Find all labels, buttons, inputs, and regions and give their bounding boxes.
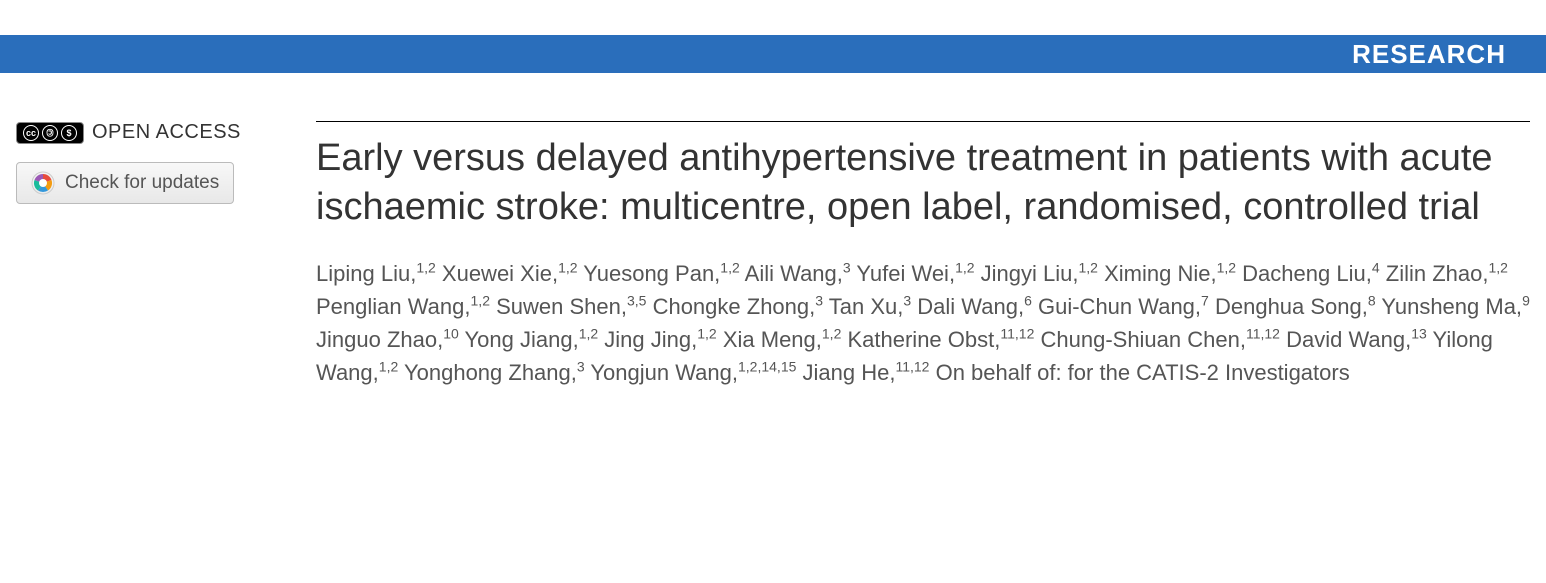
author-affiliation: 1,2 — [558, 260, 577, 276]
cc-icon: cc — [23, 125, 39, 141]
author-affiliation: 1,2 — [822, 326, 841, 342]
crossmark-icon — [31, 171, 55, 195]
authors-list: Liping Liu,1,2 Xuewei Xie,1,2 Yuesong Pa… — [316, 257, 1530, 389]
author-name: Jinguo Zhao, — [316, 327, 443, 352]
author-name: Suwen Shen, — [496, 294, 627, 319]
author-name: Yongjun Wang, — [590, 360, 738, 385]
author-name: Jiang He, — [803, 360, 896, 385]
main-content: Early versus delayed antihypertensive tr… — [306, 121, 1530, 389]
author-name: Gui-Chun Wang, — [1038, 294, 1201, 319]
author-affiliation: 7 — [1201, 293, 1209, 309]
left-sidebar: cc 🄯 $ OPEN ACCESS Check for updates — [16, 121, 306, 389]
author-name: Dali Wang, — [917, 294, 1024, 319]
author-affiliation: 13 — [1411, 326, 1427, 342]
author-affiliation: 9 — [1522, 293, 1530, 309]
check-updates-label: Check for updates — [65, 172, 219, 194]
author-affiliation: 3 — [577, 359, 585, 375]
author-affiliation: 1,2 — [379, 359, 398, 375]
author-name: Chongke Zhong, — [653, 294, 816, 319]
author-affiliation: 8 — [1368, 293, 1376, 309]
author-affiliation: 1,2 — [720, 260, 739, 276]
author-affiliation: 1,2 — [1488, 260, 1507, 276]
author-name: Xia Meng, — [723, 327, 822, 352]
content-wrapper: cc 🄯 $ OPEN ACCESS Check for updates — [0, 121, 1546, 389]
author-affiliation: 1,2 — [697, 326, 716, 342]
author-name: Zilin Zhao, — [1386, 261, 1489, 286]
author-name: Penglian Wang, — [316, 294, 471, 319]
author-affiliation: 1,2,14,15 — [738, 359, 796, 375]
open-access-badge: cc 🄯 $ OPEN ACCESS — [16, 121, 306, 144]
by-icon: 🄯 — [42, 125, 58, 141]
author-affiliation: 1,2 — [1217, 260, 1236, 276]
author-name: Denghua Song, — [1215, 294, 1368, 319]
author-name: Tan Xu, — [829, 294, 904, 319]
author-name: Yuesong Pan, — [583, 261, 720, 286]
author-name: Yufei Wei, — [856, 261, 955, 286]
check-updates-button[interactable]: Check for updates — [16, 162, 234, 204]
author-affiliation: 1,2 — [955, 260, 974, 276]
author-name: Chung-Shiuan Chen, — [1040, 327, 1245, 352]
author-name: Ximing Nie, — [1104, 261, 1216, 286]
author-affiliation: 1,2 — [471, 293, 490, 309]
section-label: RESEARCH — [1352, 39, 1506, 70]
author-affiliation: 1,2 — [416, 260, 435, 276]
author-affiliation: 1,2 — [1079, 260, 1098, 276]
title-divider — [316, 121, 1530, 122]
author-affiliation: 11,12 — [1000, 326, 1034, 342]
author-name: Dacheng Liu, — [1242, 261, 1372, 286]
author-name: Yunsheng Ma, — [1381, 294, 1522, 319]
author-affiliation: 11,12 — [1246, 326, 1280, 342]
author-name: David Wang, — [1286, 327, 1411, 352]
author-name: Aili Wang, — [745, 261, 843, 286]
author-affiliation: 6 — [1024, 293, 1032, 309]
author-affiliation: 3 — [903, 293, 911, 309]
author-name: Yonghong Zhang, — [404, 360, 577, 385]
author-name: Jing Jing, — [604, 327, 697, 352]
author-affiliation: 11,12 — [895, 359, 929, 375]
author-name: Xuewei Xie, — [442, 261, 558, 286]
author-affiliation: 1,2 — [579, 326, 598, 342]
author-affiliation: 3 — [815, 293, 823, 309]
author-affiliation: 4 — [1372, 260, 1380, 276]
author-affiliation: 10 — [443, 326, 459, 342]
author-name: Jingyi Liu, — [981, 261, 1079, 286]
open-access-label: OPEN ACCESS — [92, 121, 241, 144]
author-name: Katherine Obst, — [847, 327, 1000, 352]
cc-license-icon: cc 🄯 $ — [16, 122, 84, 144]
section-header-bar: RESEARCH — [0, 35, 1546, 73]
author-affiliation: 3 — [843, 260, 851, 276]
author-name: Liping Liu, — [316, 261, 416, 286]
author-affiliation: 3,5 — [627, 293, 646, 309]
nc-icon: $ — [61, 125, 77, 141]
on-behalf-text: On behalf of: for the CATIS-2 Investigat… — [936, 360, 1350, 385]
article-title: Early versus delayed antihypertensive tr… — [316, 134, 1530, 231]
author-name: Yong Jiang, — [465, 327, 579, 352]
